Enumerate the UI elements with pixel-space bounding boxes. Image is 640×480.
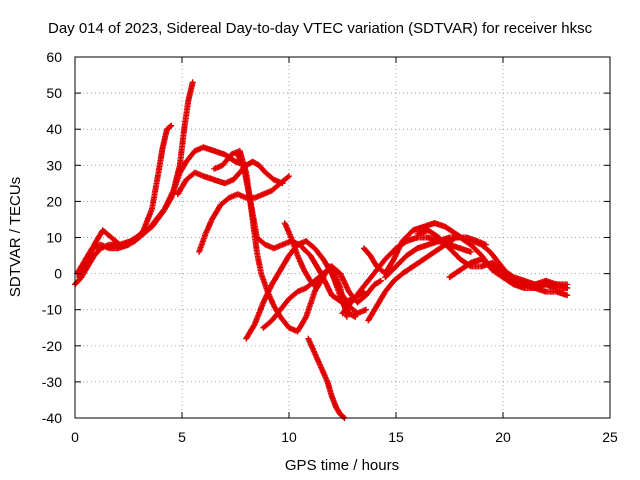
series-markers — [281, 220, 359, 320]
series-layer — [72, 79, 571, 421]
grid-layer — [75, 57, 610, 418]
plot-frame — [74, 56, 611, 419]
series-markers — [196, 173, 292, 255]
y-tick-label: 40 — [46, 121, 62, 137]
axis-layer: 0 5 10 15 20 25 -40 -30 -20 -10 0 10 20 30 40 50 60 — [42, 49, 618, 445]
series-markers — [360, 220, 470, 277]
x-tick-label: 5 — [178, 429, 186, 445]
x-tick-label: 15 — [388, 429, 404, 445]
y-tick-label: 60 — [46, 49, 62, 65]
series-track-k — [305, 335, 348, 421]
x-tick-label: 20 — [495, 429, 511, 445]
y-tick-label: 30 — [46, 157, 62, 173]
x-axis-label: GPS time / hours — [285, 457, 399, 474]
series-markers — [305, 335, 348, 421]
x-tick-label: 0 — [71, 429, 79, 445]
series-markers — [470, 238, 571, 291]
series-track-c — [76, 144, 250, 281]
series-track-j — [281, 220, 359, 320]
x-tick-label: 25 — [602, 429, 618, 445]
y-tick-label: 50 — [46, 85, 62, 101]
series-track-r — [470, 238, 571, 291]
y-tick-label: -20 — [42, 338, 62, 354]
chart-title: Day 014 of 2023, Sidereal Day-to-day VTE… — [48, 20, 593, 37]
series-track-m — [360, 220, 470, 277]
y-tick-label: -40 — [42, 410, 62, 426]
y-axis-label: SDTVAR / TECUs — [7, 177, 24, 297]
y-tick-label: -10 — [42, 302, 62, 318]
series-markers — [76, 144, 250, 281]
y-tick-label: 10 — [46, 230, 62, 246]
series-track-e — [196, 173, 292, 255]
x-tick-label: 10 — [281, 429, 297, 445]
y-tick-label: -30 — [42, 374, 62, 390]
y-tick-label: 20 — [46, 193, 62, 209]
y-tick-label: 0 — [54, 266, 62, 282]
